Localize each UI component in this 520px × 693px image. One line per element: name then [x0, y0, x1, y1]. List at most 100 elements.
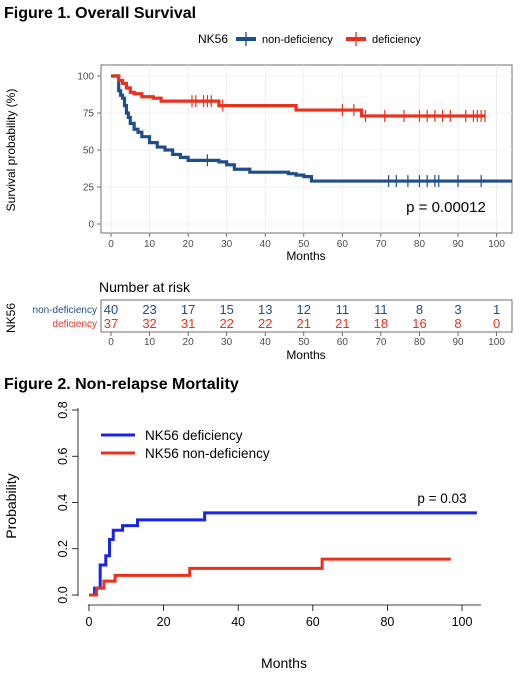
figure1-x-ticks: 0 10 20 30 40 50 60 70 80 90 100	[108, 233, 505, 250]
f2-legend-label: NK56 non-deficiency	[145, 446, 270, 461]
f2-legend-item-nk56-non-deficiency: NK56 non-deficiency	[101, 446, 270, 461]
f2-x-tick-label-0: 0	[86, 615, 93, 629]
risk-count: 12	[297, 302, 311, 317]
y-tick-label-25: 25	[83, 183, 95, 194]
risk-count: 11	[336, 302, 350, 317]
risk-x-tick-label-30: 30	[221, 337, 233, 348]
risk-row-label: non-deficiency	[33, 305, 97, 316]
f2-x-tick-label-20: 20	[157, 615, 171, 629]
x-tick-label-50: 50	[298, 239, 310, 250]
legend-label: non-deficiency	[262, 34, 333, 46]
risk-x-tick-label-0: 0	[108, 337, 114, 348]
y-tick-label-50: 50	[83, 146, 95, 157]
figure1-pvalue: p = 0.00012	[406, 199, 486, 216]
risk-count: 23	[142, 302, 156, 317]
risk-count: 22	[258, 316, 272, 331]
risk-count: 8	[416, 302, 423, 317]
figure1-y-axis-label: Survival probability (%)	[4, 89, 18, 212]
risk-table-panel	[100, 299, 513, 333]
risk-count: 8	[454, 316, 461, 331]
risk-x-tick-label-100: 100	[488, 337, 505, 348]
f2-y-tick-label-1: 0.2	[56, 540, 70, 557]
x-tick-label-100: 100	[488, 239, 505, 250]
f2-y-tick-label-0: 0.0	[56, 586, 70, 603]
figure1-series	[111, 74, 512, 188]
risk-table-y-label: NK56	[4, 303, 18, 333]
risk-count: 13	[258, 302, 272, 317]
risk-x-tick-label-90: 90	[452, 337, 464, 348]
risk-count: 32	[142, 316, 156, 331]
y-tick-label-100: 100	[77, 72, 94, 83]
figure2-series	[89, 511, 477, 597]
x-tick-label-60: 60	[337, 239, 349, 250]
risk-x-tick-label-80: 80	[414, 337, 426, 348]
f2-y-tick-label-2: 0.4	[56, 494, 70, 511]
risk-table-title: Number at risk	[99, 279, 191, 295]
risk-count: 21	[297, 316, 311, 331]
figure2-legend: NK56 deficiency NK56 non-deficiency	[101, 428, 270, 461]
x-tick-label-70: 70	[375, 239, 387, 250]
x-tick-label-80: 80	[414, 239, 426, 250]
risk-table-x-axis-label: Months	[286, 348, 325, 362]
risk-count: 15	[219, 302, 233, 317]
x-tick-label-90: 90	[452, 239, 464, 250]
legend-label: deficiency	[372, 34, 421, 46]
risk-count: 11	[374, 302, 388, 317]
figure2-x-ticks: 0 20 40 60 80 100	[86, 605, 473, 629]
figure2-pvalue: p = 0.03	[417, 491, 466, 506]
risk-count: 16	[412, 316, 426, 331]
risk-x-tick-label-10: 10	[144, 337, 156, 348]
x-tick-label-30: 30	[221, 239, 233, 250]
risk-count: 0	[493, 316, 500, 331]
risk-count: 1	[493, 302, 500, 317]
risk-row-non-deficiency: non-deficiency 40 23 17 15 13 12 11 11 8 3 1	[33, 302, 501, 317]
risk-count: 21	[335, 316, 349, 331]
figure1-x-axis-label: Months	[286, 249, 325, 263]
series-deficiency	[111, 74, 486, 122]
curve-nk56-deficiency	[89, 511, 477, 597]
risk-table-x-ticks: 0 10 20 30 40 50 60 70 80 90 100	[108, 332, 505, 348]
risk-count: 31	[181, 316, 195, 331]
f2-x-tick-label-80: 80	[380, 615, 394, 629]
survival-curve-deficiency	[111, 74, 486, 118]
risk-count: 17	[181, 302, 195, 317]
f2-x-tick-label-40: 40	[231, 615, 245, 629]
figure1-legend-title: NK56	[198, 32, 228, 46]
f2-y-tick-label-3: 0.6	[56, 448, 70, 465]
figure1-grid	[101, 65, 512, 233]
figure1-legend: NK56 non-deficiency deficiency	[198, 32, 421, 46]
risk-x-tick-label-70: 70	[375, 337, 387, 348]
risk-table-rows: non-deficiency 40 23 17 15 13 12 11 11 8 3 1deficie…	[33, 302, 501, 331]
x-tick-label-10: 10	[144, 239, 156, 250]
risk-x-tick-label-50: 50	[298, 337, 310, 348]
figure2-y-axis-label: Probability	[3, 473, 19, 538]
figure1-title: Figure 1. Overall Survival	[4, 5, 196, 22]
risk-count: 3	[454, 302, 461, 317]
risk-count: 37	[104, 316, 118, 331]
figure1-y-ticks: 0 25 50 75 100	[77, 72, 101, 231]
risk-x-tick-label-20: 20	[183, 337, 195, 348]
risk-x-tick-label-60: 60	[337, 337, 349, 348]
x-tick-label-0: 0	[108, 239, 114, 250]
series-non-deficiency	[111, 74, 512, 188]
curve-nk56-non-deficiency	[89, 557, 451, 597]
risk-x-tick-label-40: 40	[260, 337, 272, 348]
figure2-y-ticks: 0.0 0.2 0.4 0.6 0.8	[56, 401, 78, 604]
risk-row-deficiency: deficiency 37 32 31 22 22 21 21 18 16 8 0	[53, 316, 501, 331]
x-tick-label-20: 20	[183, 239, 195, 250]
risk-row-label: deficiency	[53, 319, 97, 330]
risk-count: 18	[374, 316, 388, 331]
f2-x-tick-label-100: 100	[452, 615, 473, 629]
x-tick-label-40: 40	[260, 239, 272, 250]
f2-legend-item-nk56-deficiency: NK56 deficiency	[101, 428, 243, 443]
risk-count: 22	[219, 316, 233, 331]
figure2-x-axis-label: Months	[261, 655, 307, 671]
risk-count: 40	[104, 302, 118, 317]
survival-curve-non-deficiency	[111, 74, 512, 183]
f2-x-tick-label-60: 60	[306, 615, 320, 629]
legend-item-non-deficiency: non-deficiency	[236, 32, 333, 46]
f2-y-tick-label-4: 0.8	[56, 401, 70, 418]
y-tick-label-75: 75	[83, 109, 95, 120]
y-tick-label-0: 0	[88, 220, 94, 231]
